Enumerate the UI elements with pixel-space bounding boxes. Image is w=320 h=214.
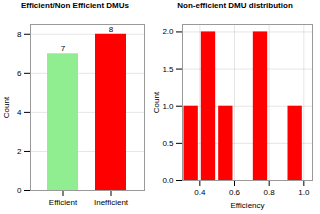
svg-text:Efficiency: Efficiency bbox=[230, 201, 264, 210]
svg-text:0.0: 0.0 bbox=[162, 176, 174, 185]
svg-text:Count: Count bbox=[2, 96, 11, 118]
svg-text:2: 2 bbox=[17, 147, 22, 156]
svg-text:2.0: 2.0 bbox=[162, 27, 174, 36]
svg-text:1.5: 1.5 bbox=[162, 65, 174, 74]
svg-text:0.4: 0.4 bbox=[194, 188, 206, 197]
svg-text:Efficient: Efficient bbox=[49, 198, 78, 207]
svg-text:8: 8 bbox=[109, 25, 114, 34]
svg-text:8: 8 bbox=[17, 30, 22, 39]
svg-text:Count: Count bbox=[152, 91, 161, 113]
svg-text:0: 0 bbox=[17, 186, 22, 195]
html-text:Non-efficient DMU distribution: Non-efficient DMU distribution bbox=[177, 1, 293, 10]
svg-text:6: 6 bbox=[17, 69, 22, 78]
svg-text:1.0: 1.0 bbox=[162, 102, 174, 111]
svg-text:7: 7 bbox=[61, 44, 66, 53]
svg-text:4: 4 bbox=[17, 108, 22, 117]
svg-text:0.5: 0.5 bbox=[162, 139, 174, 148]
html-text:Efficient/Non Efficient DMUs: Efficient/Non Efficient DMUs bbox=[21, 1, 129, 10]
svg-text:1.0: 1.0 bbox=[298, 188, 310, 197]
svg-text:0.8: 0.8 bbox=[264, 188, 276, 197]
svg-text:Inefficient: Inefficient bbox=[94, 198, 129, 207]
svg-text:0.6: 0.6 bbox=[229, 188, 241, 197]
